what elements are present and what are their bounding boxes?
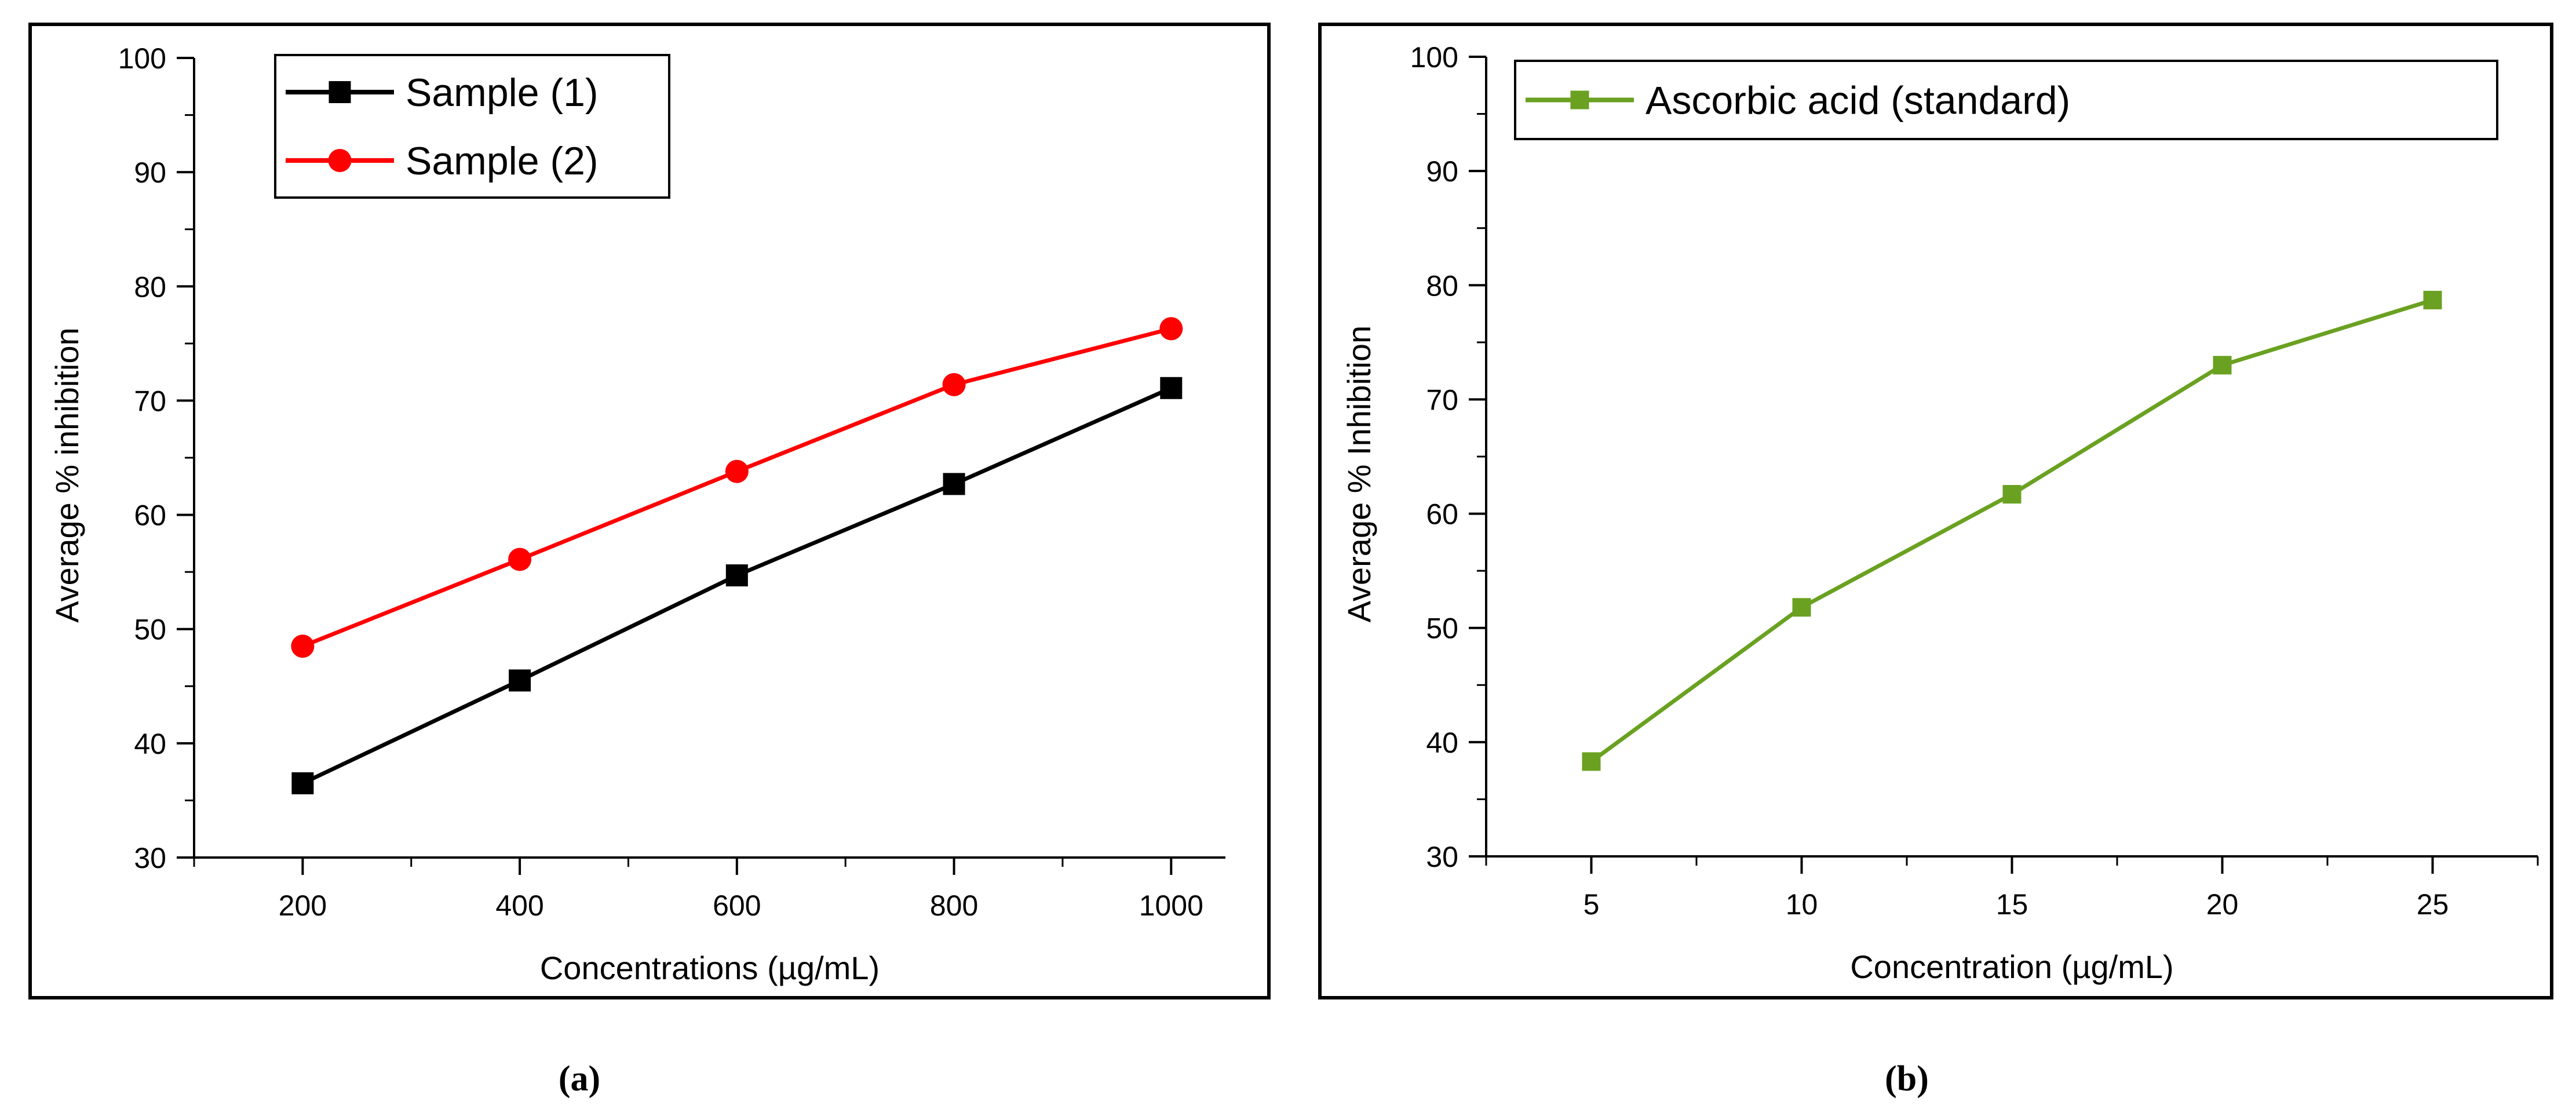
data-point	[508, 548, 532, 571]
data-point	[291, 634, 315, 658]
x-tick-label: 800	[930, 889, 978, 922]
x-tick-label: 15	[1996, 888, 2028, 921]
y-tick-label: 90	[1426, 155, 1458, 188]
y-tick-label: 30	[134, 842, 166, 874]
y-tick-label: 60	[134, 499, 166, 532]
x-tick-label: 400	[495, 889, 543, 922]
data-point	[291, 772, 314, 794]
legend-label: Sample (1)	[406, 71, 599, 115]
y-tick-label: 80	[1426, 269, 1458, 302]
data-point	[1582, 752, 1601, 771]
data-point	[1159, 317, 1183, 341]
x-axis-label: Concentrations (µg/mL)	[540, 950, 880, 986]
panel-a-caption: (a)	[559, 1059, 600, 1099]
data-point	[509, 669, 531, 692]
panel-a-plot: 30 40 50 60 70 80 90 100 200 400 600 800 1000 Concent…	[49, 42, 1225, 986]
legend-label: Ascorbic acid (standard)	[1645, 79, 2070, 123]
x-tick-label: 600	[713, 889, 761, 922]
y-tick-label: 50	[134, 614, 166, 646]
x-axis-label: Concentration (µg/mL)	[1850, 948, 2173, 985]
y-tick-label: 60	[1426, 498, 1458, 531]
legend-box	[274, 54, 670, 199]
x-tick-label: 5	[1583, 888, 1600, 921]
x-tick-label: 200	[279, 889, 327, 922]
data-point	[725, 564, 748, 587]
y-tick-label: 30	[1426, 841, 1458, 873]
x-tick-label: 20	[2206, 888, 2239, 921]
legend-marker	[329, 81, 351, 103]
y-tick-label: 50	[1426, 612, 1458, 645]
data-point	[2213, 356, 2232, 375]
data-point	[943, 473, 965, 495]
legend-box	[1514, 60, 2498, 140]
y-tick-label: 40	[134, 728, 166, 760]
y-axis-label: Average % Inhibition	[1341, 326, 1377, 623]
y-tick-label: 100	[118, 42, 166, 75]
x-tick-label: 25	[2417, 888, 2449, 921]
y-tick-label: 100	[1410, 41, 1458, 74]
x-tick-label: 1000	[1139, 889, 1203, 922]
data-point	[725, 459, 749, 483]
y-tick-label: 70	[1426, 384, 1458, 416]
legend-marker	[328, 149, 352, 172]
y-tick-label: 80	[134, 271, 166, 303]
data-point	[1160, 377, 1183, 399]
y-axis-label: Average % inhibition	[49, 327, 85, 623]
data-point	[1792, 598, 1811, 617]
y-tick-label: 90	[134, 156, 166, 189]
panel-b-caption: (b)	[1885, 1059, 1929, 1099]
data-point	[942, 373, 966, 396]
data-point	[2423, 290, 2442, 309]
y-tick-label: 40	[1426, 727, 1458, 759]
legend-label: Sample (2)	[406, 139, 599, 183]
panel-b-plot: 30 40 50 60 70 80 90 100 5 10 15 20 25 Concentration …	[1341, 41, 2539, 985]
panel-b: 30 40 50 60 70 80 90 100 5 10 15 20 25 Concentration …	[1318, 23, 2553, 1099]
panel-b-frame	[1318, 23, 2553, 999]
data-point	[2002, 485, 2022, 504]
legend-marker	[1570, 90, 1589, 110]
y-tick-label: 70	[134, 385, 166, 417]
x-tick-label: 10	[1786, 888, 1818, 921]
panel-a: 30 40 50 60 70 80 90 100 200 400 600 800 1000 Concent…	[28, 23, 1271, 1099]
